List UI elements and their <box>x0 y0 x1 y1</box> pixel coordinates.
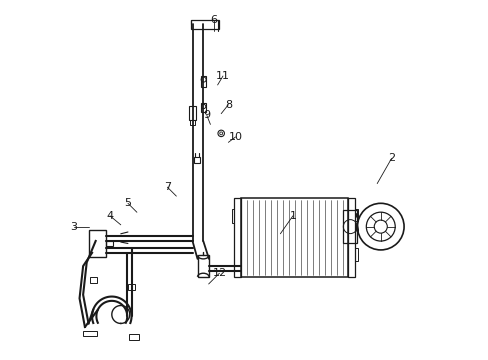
Bar <box>241 198 348 277</box>
Bar <box>190 21 219 30</box>
Text: 10: 10 <box>228 132 242 142</box>
Bar <box>128 284 135 291</box>
Text: 6: 6 <box>210 15 217 26</box>
Bar <box>201 103 205 112</box>
Text: 11: 11 <box>216 71 229 81</box>
Bar <box>231 209 234 223</box>
Bar <box>83 330 97 336</box>
Bar <box>234 198 241 277</box>
Bar <box>201 76 206 87</box>
Text: 12: 12 <box>212 268 226 278</box>
Bar <box>106 241 113 246</box>
Bar <box>128 334 139 339</box>
Bar <box>88 230 106 257</box>
Text: 5: 5 <box>124 198 131 208</box>
Text: 3: 3 <box>70 222 78 231</box>
Text: 8: 8 <box>224 100 231 110</box>
Text: 4: 4 <box>106 211 113 221</box>
Text: 9: 9 <box>203 111 210 121</box>
Bar <box>197 255 208 277</box>
Bar <box>188 107 196 120</box>
Text: 2: 2 <box>387 153 394 163</box>
Bar <box>354 248 357 261</box>
Text: 7: 7 <box>163 182 171 192</box>
Bar <box>194 157 199 163</box>
Bar <box>343 210 357 243</box>
Bar <box>190 120 195 126</box>
Text: 1: 1 <box>289 211 296 221</box>
Bar <box>354 209 357 221</box>
Bar <box>90 277 97 283</box>
Bar <box>348 198 354 277</box>
